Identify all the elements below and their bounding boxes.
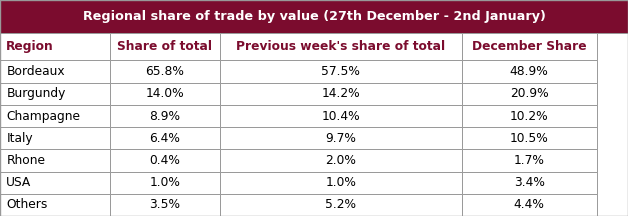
Text: 10.2%: 10.2%	[510, 110, 548, 122]
Text: 20.9%: 20.9%	[510, 87, 548, 100]
Text: 6.4%: 6.4%	[149, 132, 180, 145]
Bar	[220, 127, 462, 149]
Text: Bordeaux: Bordeaux	[6, 65, 65, 78]
Text: Regional share of trade by value (27th December - 2nd January): Regional share of trade by value (27th D…	[82, 10, 546, 23]
Text: 8.9%: 8.9%	[149, 110, 180, 122]
Bar	[0, 127, 110, 149]
Bar	[220, 172, 462, 194]
Bar	[110, 60, 220, 83]
Text: Region: Region	[6, 40, 54, 54]
Text: Burgundy: Burgundy	[6, 87, 66, 100]
Bar	[462, 105, 597, 127]
Bar	[110, 194, 220, 216]
Bar	[0, 194, 110, 216]
Text: 9.7%: 9.7%	[325, 132, 356, 145]
Bar	[110, 33, 220, 60]
Bar	[462, 172, 597, 194]
Bar	[0, 0, 628, 33]
Text: 0.4%: 0.4%	[149, 154, 180, 167]
Text: 2.0%: 2.0%	[325, 154, 356, 167]
Text: Italy: Italy	[6, 132, 33, 145]
Bar	[110, 149, 220, 172]
Text: USA: USA	[6, 176, 31, 189]
Bar	[0, 83, 110, 105]
Bar	[462, 33, 597, 60]
Text: Rhone: Rhone	[6, 154, 45, 167]
Text: Previous week's share of total: Previous week's share of total	[236, 40, 445, 54]
Text: 57.5%: 57.5%	[322, 65, 360, 78]
Text: 3.5%: 3.5%	[149, 198, 180, 211]
Bar	[110, 83, 220, 105]
Bar	[0, 149, 110, 172]
Bar	[220, 194, 462, 216]
Bar	[220, 105, 462, 127]
Bar	[220, 83, 462, 105]
Text: 1.0%: 1.0%	[325, 176, 356, 189]
Text: 65.8%: 65.8%	[146, 65, 184, 78]
Text: 1.0%: 1.0%	[149, 176, 180, 189]
Bar	[220, 33, 462, 60]
Text: 48.9%: 48.9%	[510, 65, 548, 78]
Bar	[462, 194, 597, 216]
Text: 10.5%: 10.5%	[510, 132, 548, 145]
Bar	[220, 60, 462, 83]
Text: 14.2%: 14.2%	[322, 87, 360, 100]
Bar	[0, 60, 110, 83]
Bar	[462, 149, 597, 172]
Bar	[462, 127, 597, 149]
Bar	[462, 60, 597, 83]
Bar	[110, 105, 220, 127]
Text: Champagne: Champagne	[6, 110, 80, 122]
Bar	[0, 172, 110, 194]
Text: 14.0%: 14.0%	[146, 87, 184, 100]
Text: 5.2%: 5.2%	[325, 198, 356, 211]
Bar	[462, 83, 597, 105]
Text: 4.4%: 4.4%	[514, 198, 544, 211]
Bar	[0, 105, 110, 127]
Bar	[110, 172, 220, 194]
Text: Share of total: Share of total	[117, 40, 212, 54]
Bar	[220, 149, 462, 172]
Text: 3.4%: 3.4%	[514, 176, 544, 189]
Bar	[0, 33, 110, 60]
Bar	[110, 127, 220, 149]
Text: 1.7%: 1.7%	[514, 154, 544, 167]
Text: Others: Others	[6, 198, 48, 211]
Text: 10.4%: 10.4%	[322, 110, 360, 122]
Text: December Share: December Share	[472, 40, 587, 54]
